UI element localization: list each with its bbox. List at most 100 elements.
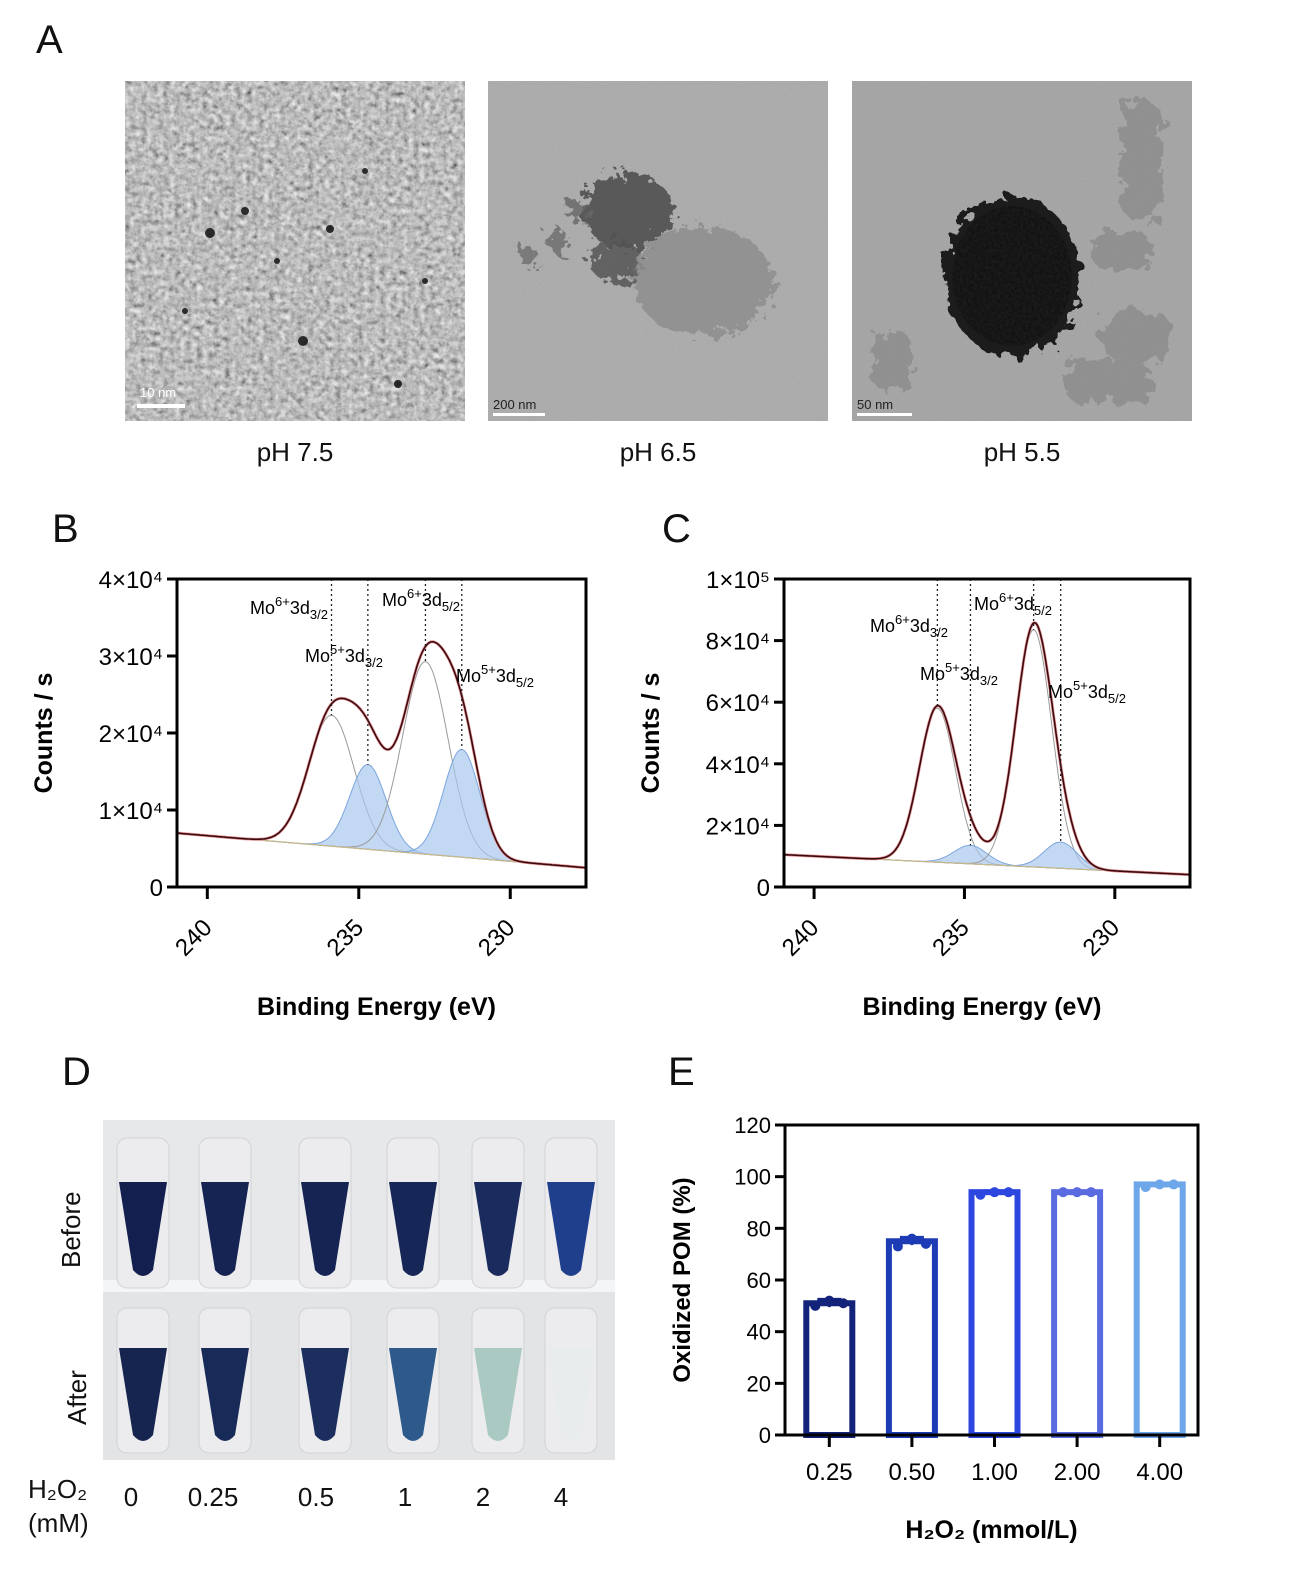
data-point bbox=[920, 1238, 931, 1249]
data-point bbox=[1072, 1187, 1083, 1198]
y-tick-label: 4×10⁴ bbox=[99, 567, 163, 594]
scale-bar bbox=[137, 404, 185, 408]
rack-top bbox=[103, 1120, 615, 1280]
y-tick-label: 100 bbox=[734, 1165, 771, 1190]
conc-label: 4 bbox=[553, 1482, 569, 1512]
xps-chart-b: 0 1×10⁴ 2×10⁴ 3×10⁴ 4×10⁴ 240 235 230 Binding En… bbox=[30, 567, 588, 1021]
raw-spectrum bbox=[784, 621, 1191, 876]
data-point bbox=[989, 1187, 1000, 1198]
conc-label: 0.25 bbox=[187, 1482, 239, 1512]
y-axis-title: Counts / s bbox=[637, 673, 665, 794]
peak-label: Mo5+3d3/2 bbox=[305, 642, 383, 670]
y-tick-label: 0 bbox=[150, 875, 163, 902]
y-tick-label: 3×10⁴ bbox=[99, 644, 163, 671]
h2o2-unit-label: (mM) bbox=[28, 1508, 89, 1538]
conc-label: 1 bbox=[397, 1482, 413, 1512]
data-point bbox=[1154, 1179, 1165, 1190]
rack-bottom bbox=[103, 1292, 615, 1460]
tube-liquid-before bbox=[201, 1182, 249, 1276]
row-label-before: Before bbox=[56, 1191, 86, 1268]
y-tick-label: 40 bbox=[747, 1320, 771, 1345]
panel-a-letter: A bbox=[36, 18, 63, 62]
peak-label: Mo6+3d3/2 bbox=[250, 594, 328, 622]
data-point bbox=[975, 1189, 986, 1200]
caption-ph65: pH 6.5 bbox=[619, 437, 697, 467]
panel-c-letter: C bbox=[662, 507, 691, 551]
plot-frame bbox=[782, 577, 1192, 889]
peak-label: Mo6+3d5/2 bbox=[382, 586, 460, 614]
scale-label-ph55: 50 nm bbox=[857, 397, 894, 412]
tem-image-ph75 bbox=[125, 81, 465, 421]
bar bbox=[803, 1300, 856, 1438]
bar bbox=[1133, 1181, 1186, 1438]
tube-liquid-after bbox=[547, 1348, 595, 1441]
conc-label: 0 bbox=[123, 1482, 139, 1512]
xps-chart-c: 0 2×10⁴ 4×10⁴ 6×10⁴ 8×10⁴ 1×10⁵ 240 235 230 Bindi… bbox=[637, 567, 1192, 1021]
y-tick-label: 2×10⁴ bbox=[706, 813, 770, 840]
x-axis-title: H₂O₂ (mmol/L) bbox=[905, 1516, 1077, 1544]
y-tick-label: 0 bbox=[759, 1423, 771, 1448]
tube-liquid-after bbox=[389, 1348, 437, 1441]
tube-photo bbox=[103, 1120, 615, 1460]
y-axis-title: Counts / s bbox=[30, 673, 58, 794]
tube-liquid-before bbox=[301, 1182, 349, 1276]
bar bbox=[968, 1189, 1021, 1438]
scale-label-ph75: 10 nm bbox=[140, 385, 177, 400]
panel-b-letter: B bbox=[52, 507, 79, 551]
tube-liquid-before bbox=[389, 1182, 437, 1276]
bar bbox=[885, 1238, 938, 1438]
x-tick-label: 240 bbox=[777, 914, 824, 961]
tube-liquid-after bbox=[201, 1348, 249, 1441]
tube-liquid-before bbox=[119, 1182, 167, 1276]
bar bbox=[1051, 1189, 1104, 1438]
bar-chart-e: 0.25 0.50 1.00 2.00 4.00 0 20 40 60 80 100 120 H₂O₂ … bbox=[669, 1113, 1200, 1544]
y-tick-label: 80 bbox=[747, 1216, 771, 1241]
peak-label: Mo5+3d5/2 bbox=[1048, 678, 1126, 706]
y-tick-label: 2×10⁴ bbox=[99, 721, 163, 748]
tube-liquid-after bbox=[119, 1348, 167, 1441]
x-axis-title: Binding Energy (eV) bbox=[863, 993, 1102, 1021]
tem-image-ph65 bbox=[488, 81, 828, 421]
data-point bbox=[906, 1233, 917, 1244]
x-axis-title: Binding Energy (eV) bbox=[257, 993, 496, 1021]
rack-divider bbox=[103, 1280, 615, 1292]
envelope-fit bbox=[784, 621, 1191, 877]
tube-liquid-before bbox=[474, 1182, 522, 1276]
y-tick-label: 60 bbox=[747, 1268, 771, 1293]
data-point bbox=[892, 1241, 903, 1252]
y-tick-label: 8×10⁴ bbox=[706, 629, 770, 656]
data-point bbox=[1168, 1179, 1179, 1190]
peak-label: Mo5+3d3/2 bbox=[920, 660, 998, 688]
peak-label: Mo6+3d3/2 bbox=[870, 612, 948, 640]
x-tick-label: 240 bbox=[170, 914, 217, 961]
peak-fit bbox=[784, 707, 1191, 876]
y-tick-label: 1×10⁵ bbox=[706, 567, 770, 594]
y-tick-label: 120 bbox=[734, 1113, 771, 1138]
panel-d-letter: D bbox=[62, 1050, 91, 1094]
h2o2-label: H₂O₂ bbox=[28, 1474, 88, 1504]
peak-label: Mo6+3d5/2 bbox=[974, 590, 1052, 618]
data-point bbox=[1003, 1187, 1014, 1198]
data-point bbox=[1140, 1182, 1151, 1192]
caption-ph75: pH 7.5 bbox=[256, 437, 334, 467]
data-point bbox=[1058, 1187, 1069, 1198]
tube-liquid-after bbox=[474, 1348, 522, 1441]
tem-image-ph55 bbox=[852, 81, 1192, 421]
y-tick-label: 0 bbox=[757, 875, 770, 902]
caption-ph55: pH 5.5 bbox=[983, 437, 1061, 467]
x-tick-label: 1.00 bbox=[971, 1459, 1018, 1486]
x-tick-label: 230 bbox=[1078, 914, 1125, 961]
row-label-after: After bbox=[62, 1370, 92, 1425]
x-tick-label: 4.00 bbox=[1136, 1459, 1183, 1486]
y-tick-label: 4×10⁴ bbox=[706, 752, 770, 779]
peak-label: Mo5+3d5/2 bbox=[456, 662, 534, 690]
panel-e-letter: E bbox=[668, 1050, 695, 1094]
y-tick-label: 1×10⁴ bbox=[99, 798, 163, 825]
y-tick-label: 6×10⁴ bbox=[706, 690, 770, 717]
tube-liquid-before bbox=[547, 1182, 595, 1276]
tube-liquid-after bbox=[301, 1348, 349, 1441]
scale-label-ph65: 200 nm bbox=[493, 397, 537, 412]
x-tick-label: 0.50 bbox=[889, 1459, 936, 1486]
x-tick-label: 0.25 bbox=[806, 1459, 853, 1486]
y-tick-label: 20 bbox=[747, 1371, 771, 1396]
